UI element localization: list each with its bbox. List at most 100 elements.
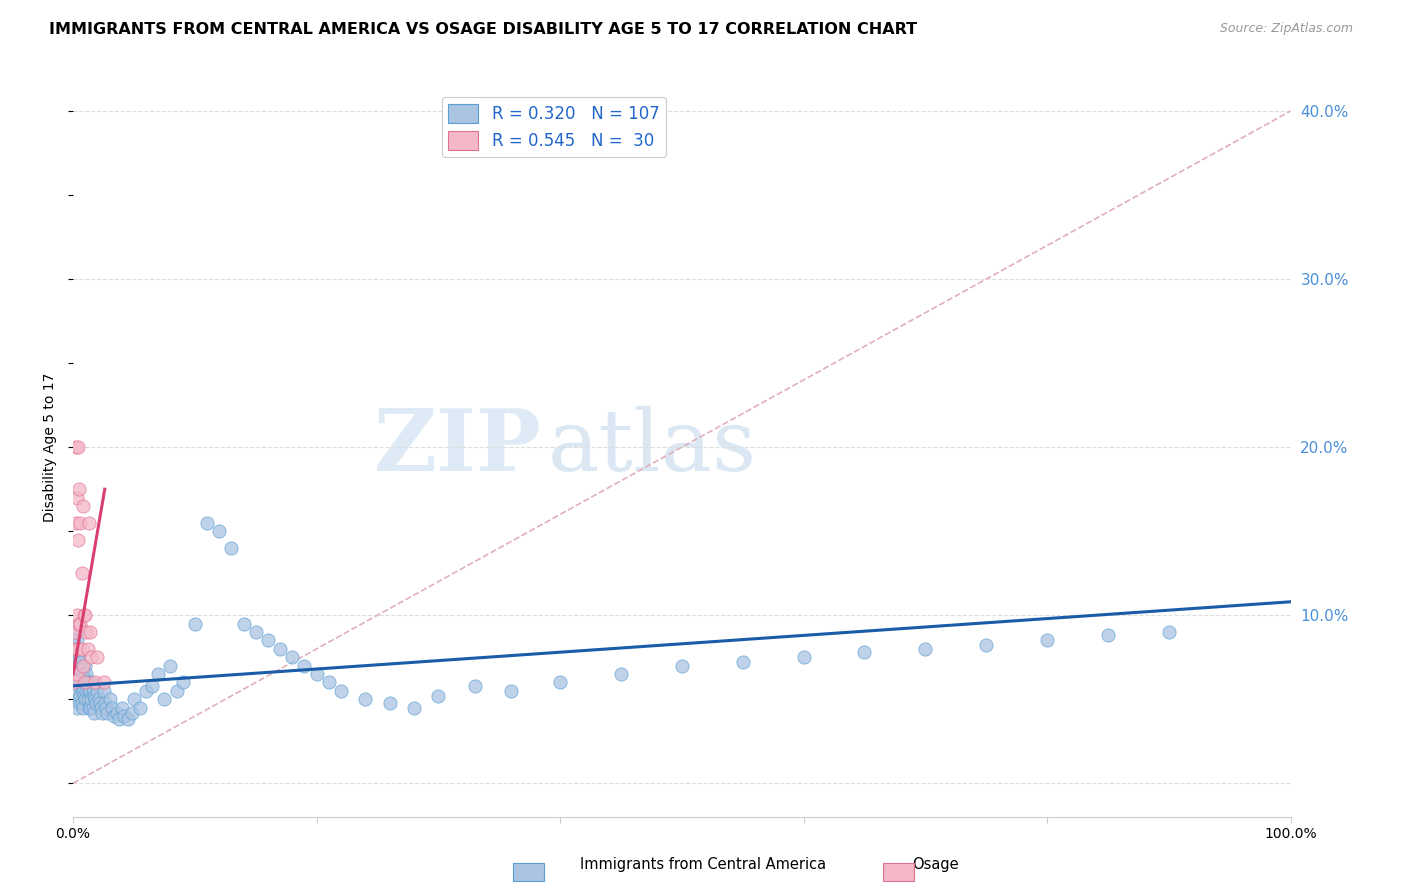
Point bbox=[80, 650, 103, 665]
Point bbox=[257, 633, 280, 648]
Point bbox=[184, 616, 207, 631]
Point bbox=[245, 625, 267, 640]
Point bbox=[65, 641, 87, 656]
Point bbox=[66, 650, 89, 665]
Point bbox=[84, 696, 107, 710]
Point bbox=[86, 684, 108, 698]
Point bbox=[103, 709, 125, 723]
Point bbox=[122, 692, 145, 706]
Point bbox=[67, 650, 90, 665]
Point bbox=[66, 633, 89, 648]
Point bbox=[548, 675, 571, 690]
Point bbox=[66, 675, 89, 690]
Point bbox=[72, 658, 94, 673]
Point bbox=[98, 692, 121, 706]
Point bbox=[83, 706, 105, 720]
Point bbox=[67, 482, 90, 496]
Point bbox=[84, 675, 107, 690]
Point bbox=[76, 625, 98, 640]
Point bbox=[83, 689, 105, 703]
Point bbox=[63, 625, 86, 640]
Text: Immigrants from Central America: Immigrants from Central America bbox=[579, 857, 827, 872]
Point bbox=[65, 625, 87, 640]
Point bbox=[148, 667, 170, 681]
Point bbox=[69, 655, 91, 669]
Point bbox=[305, 667, 328, 681]
Point bbox=[73, 689, 96, 703]
Point bbox=[80, 675, 103, 690]
Point bbox=[121, 706, 143, 720]
Point bbox=[76, 675, 98, 690]
Point bbox=[69, 616, 91, 631]
Point bbox=[464, 679, 486, 693]
Point bbox=[69, 689, 91, 703]
Point bbox=[66, 684, 89, 698]
Point bbox=[65, 516, 87, 530]
Point bbox=[75, 608, 97, 623]
Point bbox=[79, 684, 101, 698]
Point bbox=[65, 658, 87, 673]
Point bbox=[75, 658, 97, 673]
Point bbox=[66, 692, 89, 706]
Point bbox=[66, 491, 89, 505]
Point bbox=[402, 700, 425, 714]
Point bbox=[63, 633, 86, 648]
Point bbox=[63, 675, 86, 690]
Point bbox=[69, 516, 91, 530]
Point bbox=[76, 692, 98, 706]
Point bbox=[73, 672, 96, 686]
Point bbox=[63, 650, 86, 665]
Point bbox=[93, 675, 115, 690]
Point bbox=[72, 669, 94, 683]
Point bbox=[974, 639, 997, 653]
Point bbox=[66, 533, 89, 547]
Text: IMMIGRANTS FROM CENTRAL AMERICA VS OSAGE DISABILITY AGE 5 TO 17 CORRELATION CHAR: IMMIGRANTS FROM CENTRAL AMERICA VS OSAGE… bbox=[49, 22, 917, 37]
Point bbox=[172, 675, 194, 690]
Point bbox=[853, 645, 876, 659]
Point bbox=[67, 696, 90, 710]
Point bbox=[87, 692, 110, 706]
Point bbox=[76, 641, 98, 656]
Point bbox=[67, 662, 90, 676]
Point bbox=[70, 566, 93, 581]
Point bbox=[66, 641, 89, 656]
Point bbox=[195, 516, 218, 530]
Point bbox=[84, 692, 107, 706]
Point bbox=[82, 684, 104, 698]
Point bbox=[66, 658, 89, 673]
Point bbox=[67, 616, 90, 631]
Point bbox=[269, 641, 291, 656]
Point bbox=[153, 692, 176, 706]
Point bbox=[111, 700, 134, 714]
Point bbox=[94, 700, 117, 714]
Point bbox=[1157, 625, 1180, 640]
Point bbox=[73, 608, 96, 623]
Point bbox=[159, 658, 181, 673]
Point bbox=[1036, 633, 1059, 648]
Point bbox=[221, 541, 243, 555]
Point bbox=[318, 675, 340, 690]
Point bbox=[96, 706, 118, 720]
Point bbox=[66, 700, 89, 714]
Point bbox=[112, 709, 135, 723]
Point bbox=[79, 625, 101, 640]
Point bbox=[76, 684, 98, 698]
Point bbox=[70, 679, 93, 693]
Point bbox=[69, 672, 91, 686]
Point bbox=[75, 692, 97, 706]
Point bbox=[105, 706, 128, 720]
Text: atlas: atlas bbox=[548, 406, 756, 489]
Point bbox=[914, 641, 936, 656]
Point bbox=[63, 667, 86, 681]
Point bbox=[94, 696, 117, 710]
Point bbox=[66, 641, 89, 656]
Point bbox=[65, 440, 87, 454]
Point bbox=[75, 675, 97, 690]
Point bbox=[232, 616, 254, 631]
Point bbox=[77, 700, 100, 714]
Point bbox=[77, 516, 100, 530]
Point bbox=[66, 440, 89, 454]
Point bbox=[66, 608, 89, 623]
Point bbox=[77, 684, 100, 698]
Point bbox=[65, 641, 87, 656]
